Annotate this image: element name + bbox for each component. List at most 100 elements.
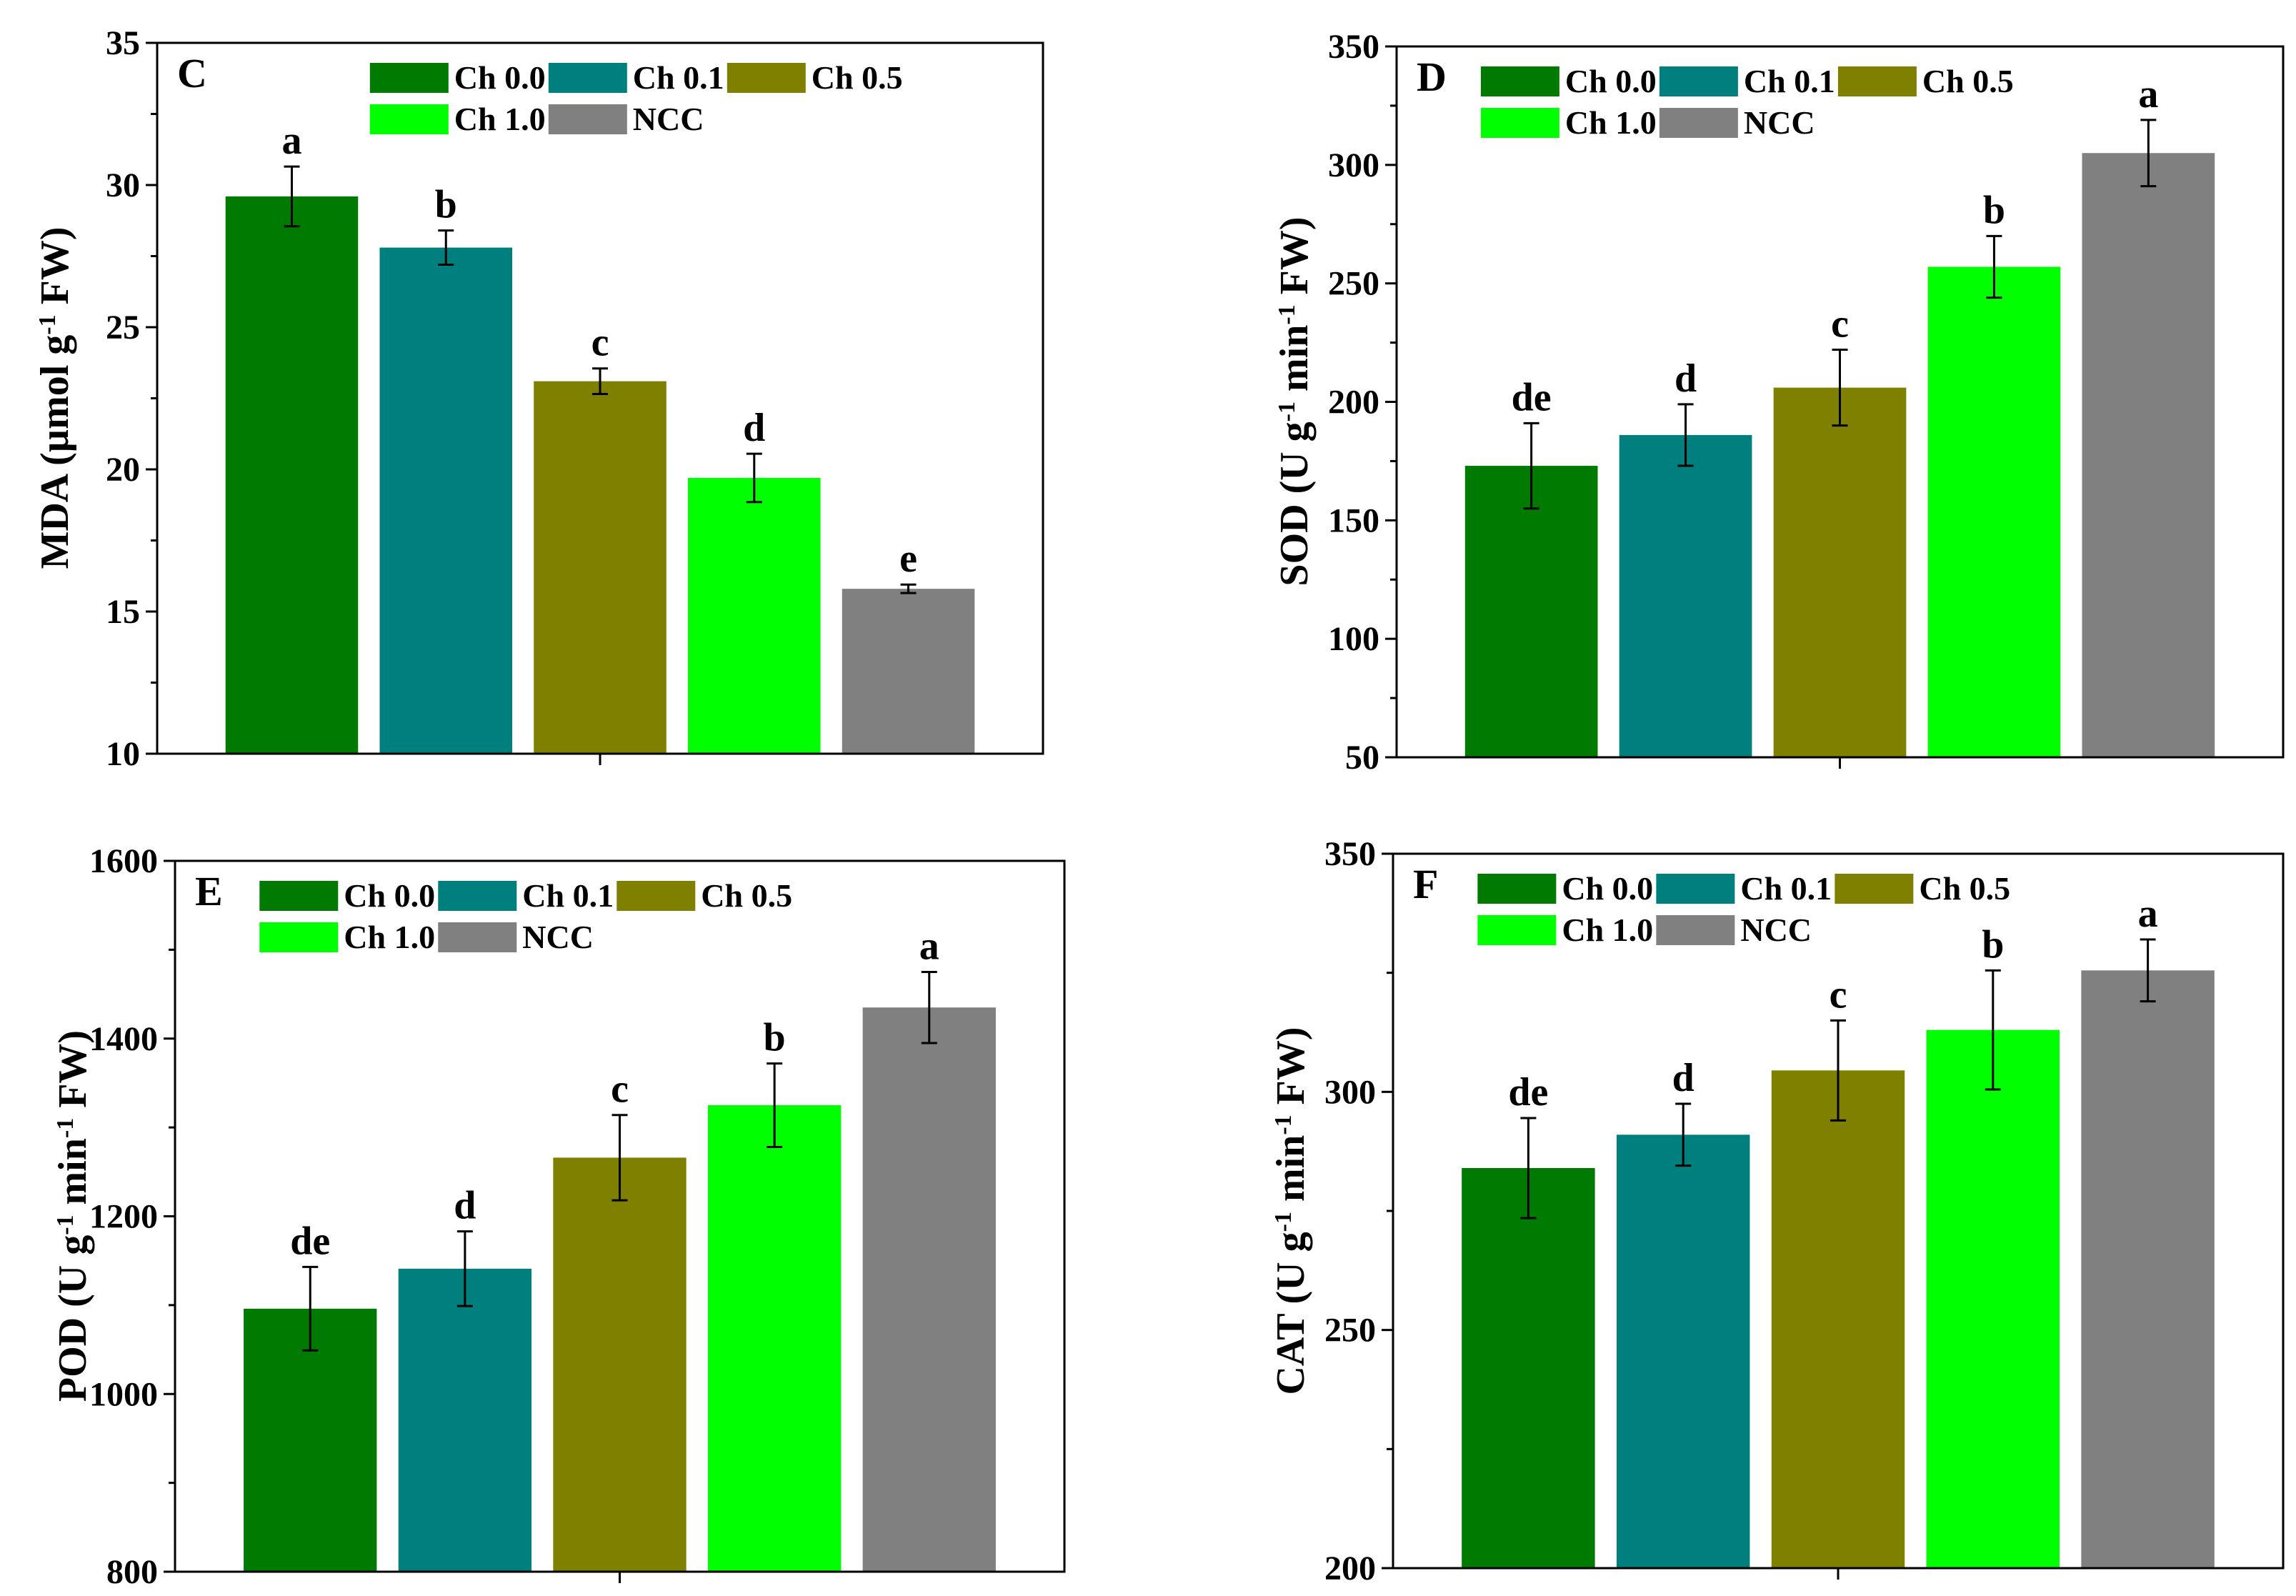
significance-letter: a [281, 119, 301, 163]
error-bar [1832, 349, 1848, 427]
significance-letter: a [2138, 72, 2158, 116]
legend-item: Ch 0.1 [1659, 63, 1835, 99]
legend-swatch [1656, 915, 1735, 945]
significance-letter: e [899, 537, 917, 581]
legend-swatch [548, 63, 627, 93]
bar [1616, 1134, 1750, 1568]
legend-label: Ch 0.0 [1565, 63, 1657, 99]
legend-label: Ch 0.0 [1562, 870, 1653, 907]
bar [225, 196, 359, 754]
legend-item: Ch 1.0 [369, 101, 546, 137]
y-axis-title-superscript: -1 [1274, 304, 1300, 324]
bar [553, 1157, 687, 1572]
legend-item: Ch 0.1 [548, 59, 724, 96]
bar [1464, 466, 1598, 757]
significance-letter: de [1512, 375, 1552, 419]
legend-swatch [1656, 874, 1735, 904]
legend-label: Ch 0.1 [633, 59, 724, 96]
significance-letter: b [1982, 922, 2004, 967]
y-tick-label: 35 [106, 24, 140, 62]
bar [1771, 1070, 1905, 1568]
y-tick-label: 800 [106, 1553, 158, 1591]
significance-letter: b [764, 1016, 786, 1060]
legend-item: Ch 1.0 [1480, 104, 1657, 141]
bar [244, 1308, 377, 1572]
legend-swatch [548, 104, 627, 134]
legend-item: Ch 0.0 [369, 59, 546, 96]
bar [1927, 266, 2061, 757]
error-bar [900, 583, 917, 594]
panel-C: a b c d e 10 15 20 25 30 35 C MDA (µmol g-1 FW) Ch 0.… [33, 24, 1044, 773]
panel-letter: F [1413, 861, 1438, 907]
error-bar [1675, 1102, 1692, 1167]
y-axis-title: SOD (U g-1 min-1 FW) [1272, 216, 1317, 586]
bar [2081, 970, 2215, 1568]
legend-label: Ch 1.0 [1562, 912, 1653, 948]
y-tick-label: 200 [1324, 1550, 1376, 1587]
significance-letter: d [1674, 356, 1697, 401]
legend-swatch [369, 63, 449, 93]
y-tick-label: 200 [1328, 384, 1379, 422]
legend-swatch [438, 881, 517, 911]
legend-label: Ch 1.0 [344, 919, 435, 955]
error-bar [921, 970, 937, 1044]
error-bar [2140, 938, 2156, 1003]
legend-label: NCC [1744, 104, 1815, 141]
legend-item: Ch 0.5 [1835, 870, 2010, 907]
legend-item: Ch 0.5 [617, 877, 792, 914]
significance-letter: de [290, 1219, 330, 1263]
error-bar [746, 452, 762, 504]
y-axis-title-superscript: -1 [52, 1215, 79, 1235]
significance-letter: a [919, 924, 939, 968]
legend-item: Ch 1.0 [259, 919, 435, 955]
legend-item: Ch 0.5 [727, 59, 903, 96]
y-axis-title: CAT (U g-1 min-1 FW) [1269, 1027, 1313, 1395]
y-tick-label: 20 [106, 451, 140, 489]
legend-label: Ch 0.0 [454, 59, 546, 96]
legend-item: Ch 0.1 [1656, 870, 1832, 907]
y-tick-label: 100 [1328, 620, 1379, 658]
legend-item: Ch 0.5 [1837, 63, 2014, 99]
legend-swatch [1480, 108, 1559, 138]
y-axis-title-superscript: -1 [1270, 1114, 1297, 1134]
legend-label: NCC [633, 101, 704, 137]
y-axis-title-part: FW) [51, 1030, 95, 1118]
y-axis-title-superscript: -1 [1270, 1212, 1297, 1232]
y-axis-title-superscript: -1 [52, 1118, 79, 1138]
y-tick-label: 50 [1345, 739, 1379, 777]
y-axis-title-part: CAT (U g [1269, 1232, 1313, 1395]
legend-label: Ch 0.5 [1922, 63, 2014, 99]
y-tick-label: 250 [1328, 265, 1379, 303]
error-bar [2140, 119, 2157, 188]
y-tick-label: 350 [1328, 28, 1379, 66]
y-tick-label: 1600 [89, 842, 158, 880]
legend-label: Ch 0.0 [344, 877, 435, 914]
legend-item: NCC [1656, 912, 1812, 948]
significance-letter: c [1830, 972, 1847, 1017]
y-axis-title: MDA (µmol g-1 FW) [33, 227, 77, 569]
y-axis-title-part: POD (U g [51, 1235, 95, 1402]
legend-swatch [1659, 66, 1738, 96]
error-bar [438, 229, 454, 266]
y-axis-title-superscript: -1 [34, 314, 61, 334]
y-axis-title-part: MDA (µmol g [33, 335, 77, 569]
y-tick-label: 150 [1328, 502, 1379, 539]
error-bar [1520, 1117, 1537, 1220]
y-axis-title-part: FW) [1272, 216, 1317, 304]
y-axis-title-part: FW) [1269, 1027, 1313, 1114]
significance-letter: c [1831, 302, 1849, 346]
legend-label: Ch 0.5 [812, 59, 903, 96]
panel-letter: D [1417, 54, 1447, 100]
significance-letter: d [1672, 1056, 1694, 1100]
legend-item: NCC [548, 101, 704, 137]
legend-item: Ch 0.1 [438, 877, 614, 914]
legend-swatch [1835, 874, 1914, 904]
bar [1619, 434, 1752, 757]
y-axis-title: POD (U g-1 min-1 FW) [51, 1030, 95, 1402]
panel-letter: E [195, 868, 223, 914]
y-axis-title-part: SOD (U g [1272, 422, 1317, 586]
legend-item: Ch 0.0 [1480, 63, 1657, 99]
legend-swatch [438, 922, 517, 952]
